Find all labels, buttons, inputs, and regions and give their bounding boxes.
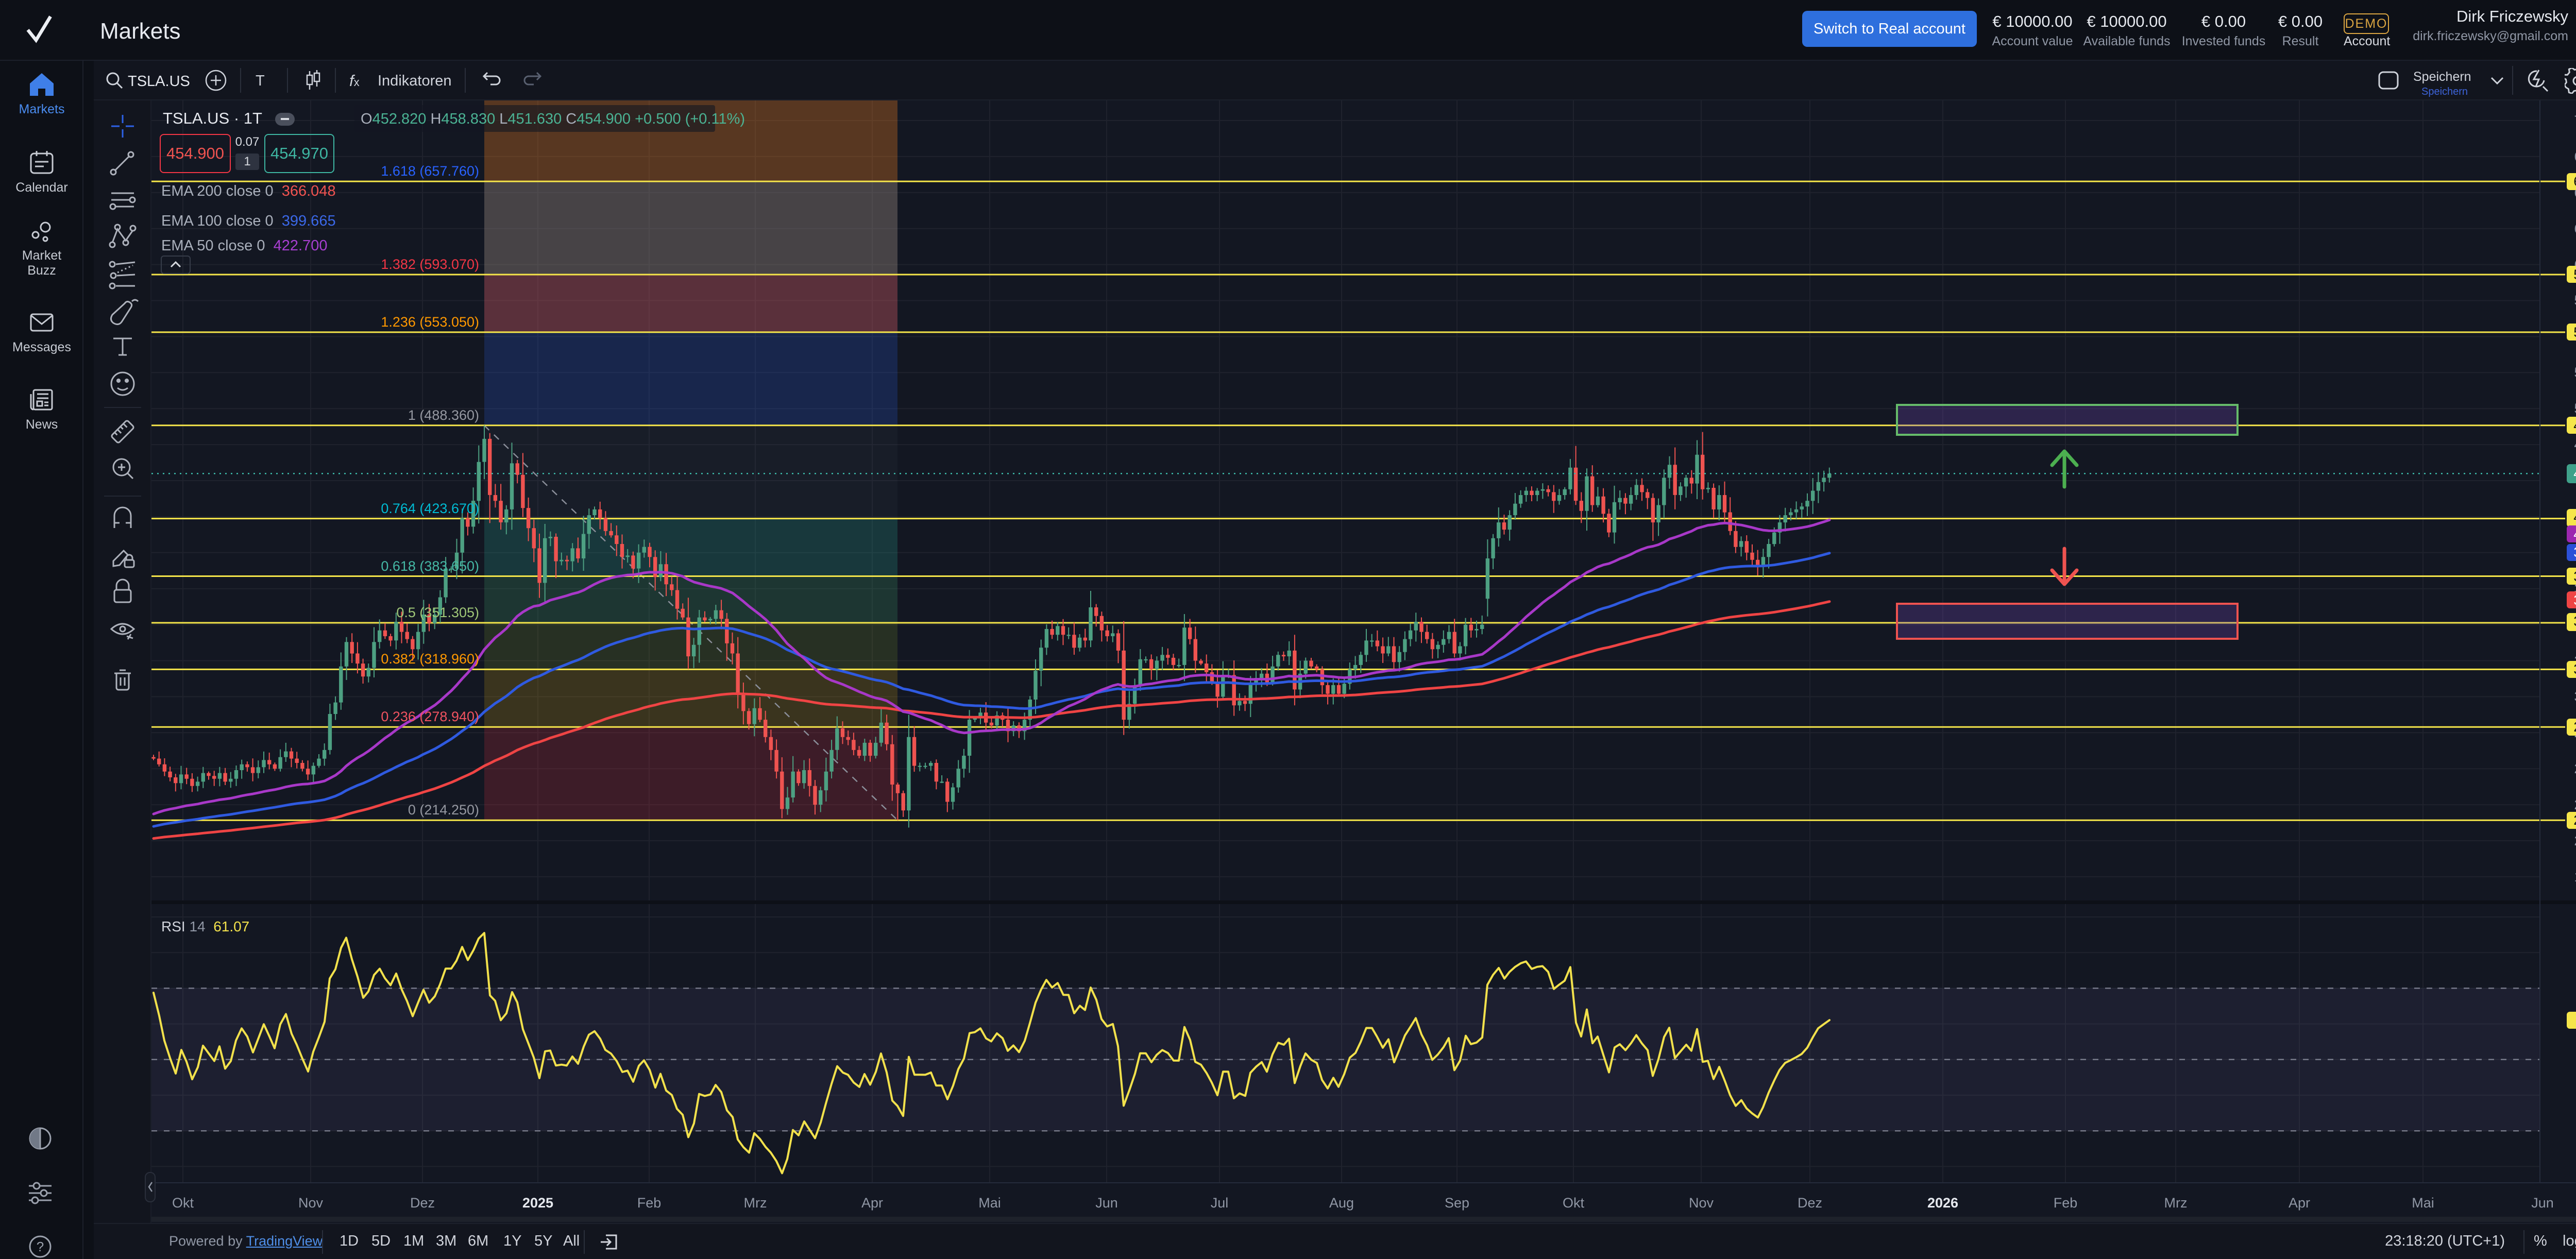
svg-text:Apr: Apr <box>861 1195 883 1211</box>
svg-text:500.000: 500.000 <box>2574 401 2576 416</box>
svg-text:0.236 (278.940): 0.236 (278.940) <box>381 709 479 724</box>
svg-text:657.760: 657.760 <box>2573 174 2576 189</box>
svg-text:0.764 (423.670): 0.764 (423.670) <box>381 501 479 516</box>
svg-text:422.700: 422.700 <box>2573 526 2576 542</box>
svg-text:1.236 (553.050): 1.236 (553.050) <box>381 314 479 330</box>
svg-text:Mai: Mai <box>2412 1195 2434 1211</box>
svg-text:Feb: Feb <box>2054 1195 2078 1211</box>
svg-text:366.048: 366.048 <box>2573 592 2576 608</box>
svg-text:Mai: Mai <box>978 1195 1001 1211</box>
svg-text:278.940: 278.940 <box>2573 719 2576 735</box>
svg-text:0.382 (318.960): 0.382 (318.960) <box>381 651 479 667</box>
svg-text:423.670: 423.670 <box>2573 509 2576 525</box>
svg-text:250.000: 250.000 <box>2574 761 2576 776</box>
svg-text:175.000: 175.000 <box>2574 869 2576 884</box>
svg-text:Mrz: Mrz <box>2164 1195 2188 1211</box>
svg-text:318.960: 318.960 <box>2573 661 2576 677</box>
svg-text:300.000: 300.000 <box>2574 689 2576 704</box>
svg-text:Nov: Nov <box>298 1195 324 1211</box>
svg-text:600.000: 600.000 <box>2574 257 2576 273</box>
svg-text:0.618 (383.650): 0.618 (383.650) <box>381 558 479 574</box>
svg-text:1.382 (593.070): 1.382 (593.070) <box>381 257 479 272</box>
svg-text:700.000: 700.000 <box>2574 113 2576 128</box>
svg-text:2026: 2026 <box>1927 1195 1958 1211</box>
svg-text:Dez: Dez <box>410 1195 435 1211</box>
svg-text:1 (488.360): 1 (488.360) <box>408 407 479 423</box>
svg-text:0.5 (351.305): 0.5 (351.305) <box>396 605 479 620</box>
svg-text:650.000: 650.000 <box>2574 185 2576 200</box>
svg-text:Sep: Sep <box>1445 1195 1469 1211</box>
svg-text:1.618 (657.760): 1.618 (657.760) <box>381 163 479 179</box>
svg-text:Apr: Apr <box>2289 1195 2310 1211</box>
svg-text:Okt: Okt <box>172 1195 194 1211</box>
svg-text:454.900: 454.900 <box>2573 466 2576 481</box>
svg-text:Jul: Jul <box>1211 1195 1229 1211</box>
svg-text:593.070: 593.070 <box>2573 267 2576 282</box>
svg-text:Nov: Nov <box>1689 1195 1714 1211</box>
svg-text:375.000: 375.000 <box>2574 581 2576 597</box>
svg-text:383.650: 383.650 <box>2573 569 2576 584</box>
svg-text:0 (214.250): 0 (214.250) <box>408 802 479 818</box>
svg-text:Aug: Aug <box>1329 1195 1354 1211</box>
svg-text:?: ? <box>37 1239 44 1254</box>
svg-text:Feb: Feb <box>637 1195 662 1211</box>
svg-text:Mrz: Mrz <box>744 1195 767 1211</box>
svg-text:214.250: 214.250 <box>2573 812 2576 828</box>
svg-text:625.000: 625.000 <box>2574 221 2576 236</box>
svg-text:Jun: Jun <box>2531 1195 2554 1211</box>
svg-text:525.000: 525.000 <box>2574 365 2576 380</box>
svg-text:488.360: 488.360 <box>2573 418 2576 433</box>
svg-text:Okt: Okt <box>1563 1195 1585 1211</box>
svg-text:2025: 2025 <box>522 1195 553 1211</box>
svg-text:351.305: 351.305 <box>2573 614 2576 629</box>
svg-text:675.000: 675.000 <box>2574 149 2576 164</box>
svg-text:475.000: 475.000 <box>2574 437 2576 452</box>
svg-text:575.000: 575.000 <box>2574 293 2576 308</box>
svg-text:Dez: Dez <box>1798 1195 1822 1211</box>
svg-text:200.000: 200.000 <box>2574 833 2576 848</box>
svg-text:553.050: 553.050 <box>2573 325 2576 340</box>
svg-text:225.000: 225.000 <box>2574 797 2576 812</box>
svg-text:Jun: Jun <box>1095 1195 1118 1211</box>
svg-text:399.665: 399.665 <box>2573 545 2576 560</box>
